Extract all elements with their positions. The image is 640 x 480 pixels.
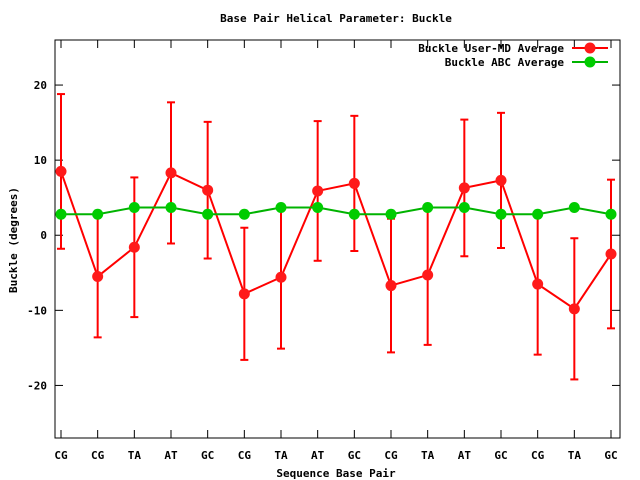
x-tick-label: TA: [421, 449, 435, 462]
series-line-user-md: [60, 171, 612, 311]
data-point-abc: [92, 208, 104, 220]
data-point-abc: [202, 208, 214, 220]
y-tick-label: 0: [40, 229, 47, 242]
data-point-user-md: [92, 271, 104, 283]
legend-marker-abc: [584, 56, 596, 68]
data-point-user-md: [55, 165, 67, 177]
data-point-abc: [532, 208, 544, 220]
data-point-user-md: [385, 280, 397, 292]
x-tick-label: GC: [201, 449, 214, 462]
data-point-abc: [348, 208, 360, 220]
x-tick-label: AT: [458, 449, 472, 462]
x-tick-label: CG: [531, 449, 545, 462]
y-tick-label: 20: [34, 79, 47, 92]
x-tick-label: AT: [311, 449, 325, 462]
x-tick-label: CG: [91, 449, 105, 462]
data-point-abc: [422, 201, 434, 213]
data-point-user-md: [238, 288, 250, 300]
data-point-user-md: [568, 303, 580, 315]
data-point-user-md: [202, 184, 214, 196]
x-tick-label: TA: [274, 449, 288, 462]
x-tick-label: CG: [238, 449, 252, 462]
data-point-abc: [238, 208, 250, 220]
x-tick-label: AT: [164, 449, 178, 462]
x-tick-label: TA: [128, 449, 142, 462]
y-tick-label: -10: [27, 304, 47, 317]
data-point-abc: [275, 201, 287, 213]
data-point-user-md: [275, 271, 287, 283]
legend-label-abc: Buckle ABC Average: [445, 56, 565, 69]
data-point-user-md: [165, 167, 177, 179]
x-tick-label: CG: [54, 449, 68, 462]
data-point-abc: [128, 201, 140, 213]
legend-marker-user-md: [584, 42, 596, 54]
data-point-user-md: [128, 241, 140, 253]
x-tick-label: GC: [494, 449, 507, 462]
y-axis-label: Buckle (degrees): [7, 187, 20, 293]
x-tick-label: GC: [604, 449, 617, 462]
data-point-user-md: [458, 182, 470, 194]
x-axis-label: Sequence Base Pair: [276, 467, 396, 480]
data-point-user-md: [495, 174, 507, 186]
data-point-abc: [385, 208, 397, 220]
data-point-user-md: [312, 185, 324, 197]
plot-area-border: [54, 39, 621, 439]
data-point-user-md: [348, 177, 360, 189]
data-point-abc: [55, 208, 67, 220]
legend: Buckle User-MD Average Buckle ABC Averag…: [418, 42, 608, 69]
x-tick-label: TA: [568, 449, 582, 462]
y-tick-label: -20: [27, 379, 47, 392]
x-tick-label: GC: [348, 449, 361, 462]
data-point-user-md: [605, 248, 617, 260]
data-point-user-md: [422, 269, 434, 281]
data-point-abc: [605, 208, 617, 220]
data-point-abc: [568, 201, 580, 213]
data-point-abc: [165, 201, 177, 213]
x-tick-label: CG: [384, 449, 398, 462]
data-point-abc: [458, 201, 470, 213]
x-axis: CG CG TA AT GC CG TA AT GC CG TA AT GC CG TA GC: [54, 40, 618, 462]
series-line-abc: [61, 206, 612, 216]
data-point-user-md: [532, 278, 544, 290]
data-point-abc: [312, 201, 324, 213]
y-axis: -20 -10 0 10 20: [27, 79, 620, 392]
legend-label-user-md: Buckle User-MD Average: [418, 42, 564, 55]
data-point-abc: [495, 208, 507, 220]
plot-series: [55, 93, 617, 381]
chart-title: Base Pair Helical Parameter: Buckle: [220, 12, 452, 25]
y-tick-label: 10: [34, 154, 47, 167]
